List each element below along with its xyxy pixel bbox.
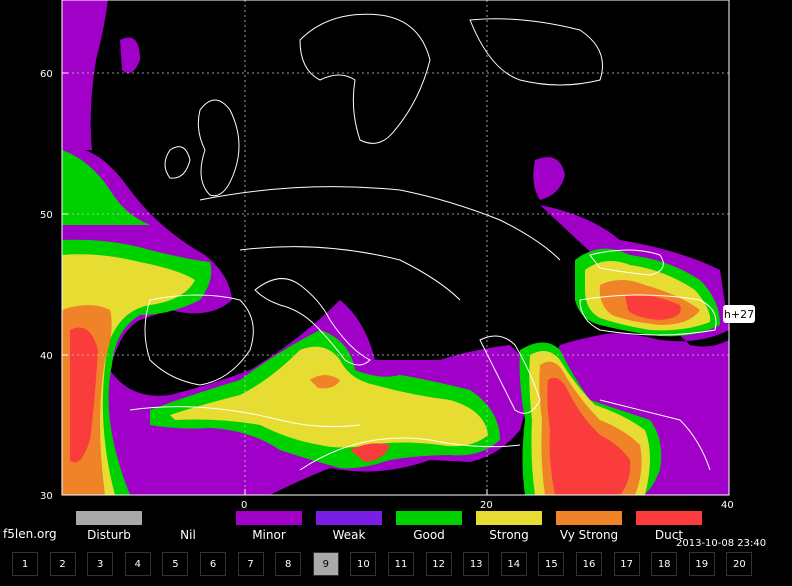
frame-button-13[interactable]: 13 (463, 552, 490, 576)
frame-button-5[interactable]: 5 (162, 552, 189, 576)
frame-button-15[interactable]: 15 (538, 552, 565, 576)
frame-button-4[interactable]: 4 (124, 552, 151, 576)
frame-button-3[interactable]: 3 (87, 552, 114, 576)
legend-label-good: Good (413, 528, 445, 542)
frame-button-20[interactable]: 20 (726, 552, 753, 576)
legend-label-nil: Nil (180, 528, 196, 542)
legend-label-strong: Strong (489, 528, 529, 542)
frame-button-2[interactable]: 2 (49, 552, 76, 576)
frame-button-1[interactable]: 1 (12, 552, 38, 576)
legend-label-minor: Minor (252, 528, 286, 542)
lat-label-40: 40 (40, 351, 53, 362)
legend-label-disturb: Disturb (87, 528, 131, 542)
frame-button-7[interactable]: 7 (237, 552, 264, 576)
legend-swatch-duct (636, 511, 702, 525)
site-name: f5len.org (3, 527, 57, 541)
legend-label-vy-strong: Vy Strong (559, 528, 619, 542)
legend-swatch-weak (316, 511, 382, 525)
timestamp: 2013-10-08 23:40 (676, 538, 767, 549)
propagation-map: 60 50 40 30 0 20 40 (40, 0, 734, 510)
legend-swatch-vy-strong (556, 511, 622, 525)
lat-label-60: 60 (40, 69, 53, 80)
frame-button-19[interactable]: 19 (688, 552, 715, 576)
forecast-hour-badge: h+27 (723, 305, 755, 323)
legend-swatch-strong (476, 511, 542, 525)
frame-selector: 1 2 3 4 5 6 7 8 9 10 11 12 13 14 15 16 17 18 19 20 (0, 552, 792, 578)
frame-button-14[interactable]: 14 (500, 552, 527, 576)
graticule (62, 0, 729, 495)
propagation-overlay (62, 0, 729, 496)
frame-button-6[interactable]: 6 (200, 552, 226, 576)
frame-button-11[interactable]: 11 (388, 552, 414, 576)
frame-button-18[interactable]: 18 (651, 552, 678, 576)
frame-button-12[interactable]: 12 (425, 552, 452, 576)
legend-swatch-disturb (76, 511, 142, 525)
coastlines (129, 13, 717, 471)
frame-button-8[interactable]: 8 (275, 552, 302, 576)
legend-label-duct: Duct (654, 528, 684, 542)
frame-button-17[interactable]: 17 (613, 552, 640, 576)
lon-label-0: 0 (241, 500, 247, 510)
legend-swatch-good (396, 511, 462, 525)
lat-label-50: 50 (40, 210, 53, 221)
lon-label-40: 40 (721, 500, 734, 510)
frame-button-10[interactable]: 10 (350, 552, 377, 576)
frame-button-16[interactable]: 16 (576, 552, 602, 576)
lon-label-20: 20 (480, 500, 493, 510)
frame-button-9[interactable]: 9 (312, 552, 339, 576)
lat-label-30: 30 (40, 491, 53, 502)
legend-swatch-minor (236, 511, 302, 525)
legend-label-weak: Weak (332, 528, 366, 542)
